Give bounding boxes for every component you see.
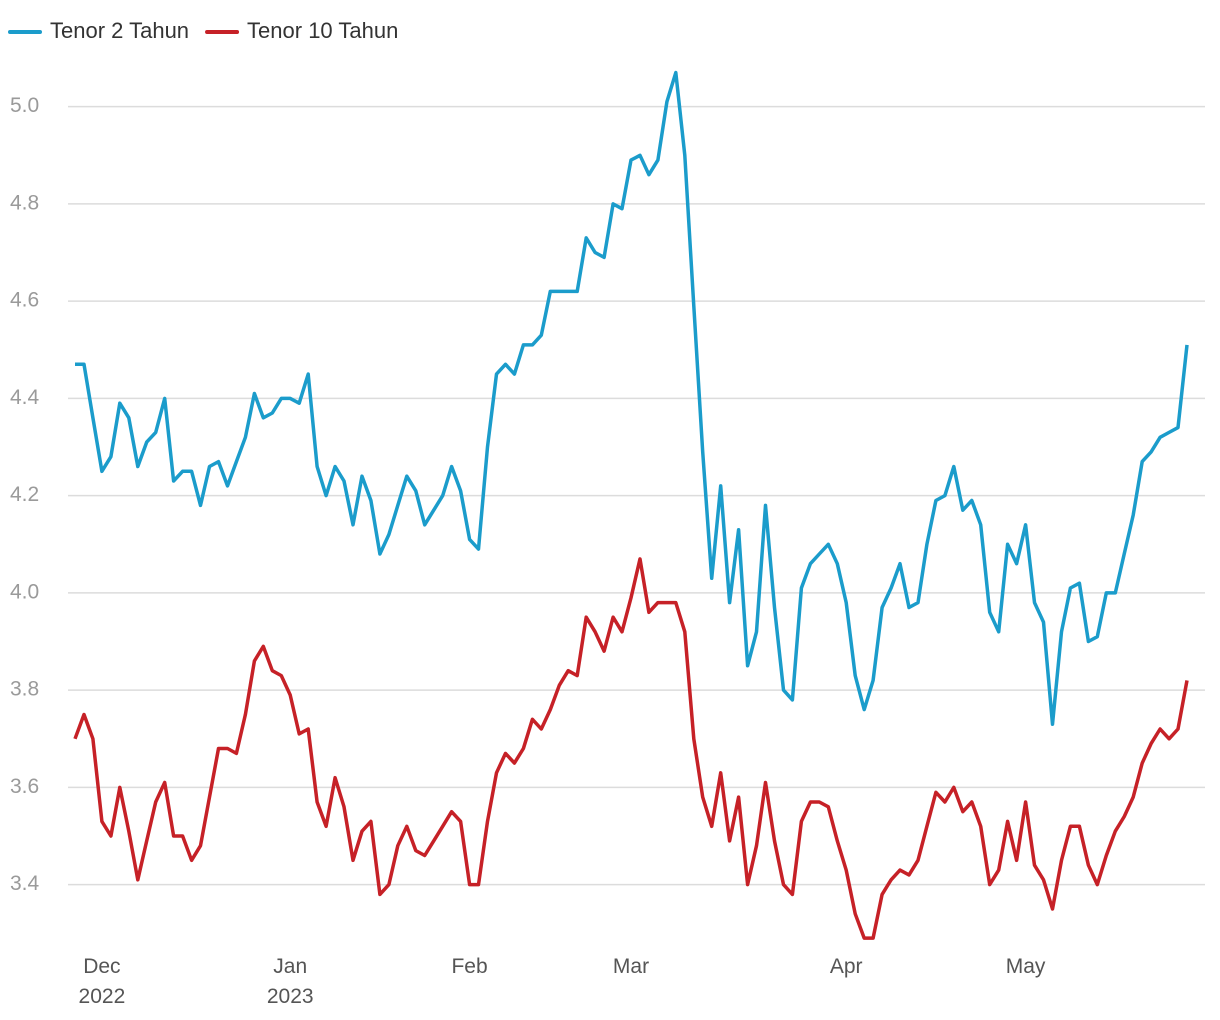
y-tick-label: 3.8 <box>10 678 39 701</box>
legend-label: Tenor 2 Tahun <box>50 18 189 43</box>
y-tick-label: 4.2 <box>10 483 39 506</box>
legend-label: Tenor 10 Tahun <box>247 18 398 43</box>
line-series <box>73 557 1189 940</box>
x-tick-label: Mar <box>612 955 650 978</box>
x-tick-label: Jan 2023 <box>266 955 314 1008</box>
x-tick-label: May <box>1005 955 1046 978</box>
y-tick-label: 4.4 <box>10 386 40 409</box>
x-tick-label: Feb <box>451 955 488 978</box>
y-tick-label: 4.6 <box>10 289 39 312</box>
x-tick-label: Apr <box>829 955 863 978</box>
x-tick-label: Dec 2022 <box>78 955 126 1008</box>
line-series <box>75 70 1189 726</box>
y-tick-label: 4.8 <box>10 191 39 214</box>
y-tick-label: 3.6 <box>10 775 39 798</box>
y-tick-label: 4.0 <box>10 580 39 603</box>
y-tick-label: 3.4 <box>10 872 40 895</box>
y-tick-label: 5.0 <box>10 94 39 117</box>
